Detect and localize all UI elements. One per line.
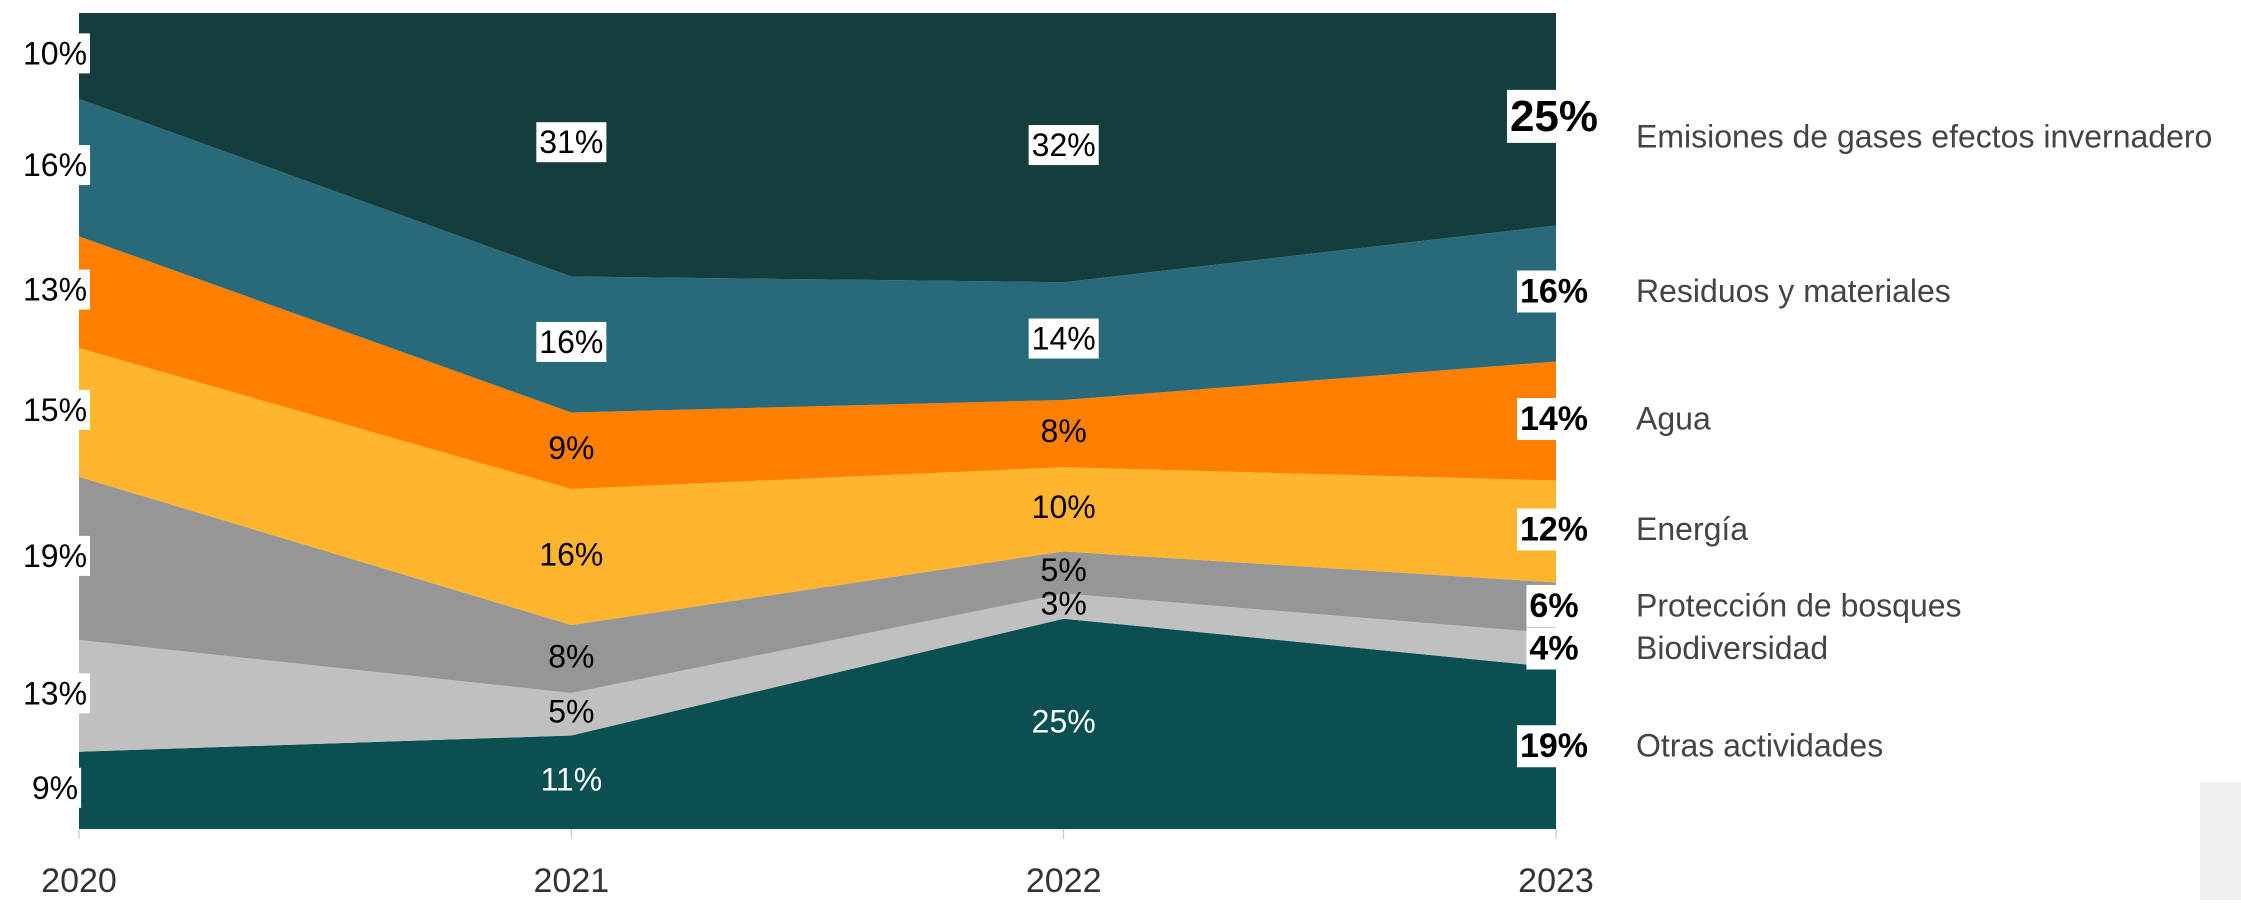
- label-box: [1028, 318, 1099, 359]
- label-box: [19, 145, 91, 186]
- x-tick-label: 2022: [1026, 862, 1102, 900]
- data-label: 8%: [1041, 413, 1087, 449]
- data-label: 32%: [1032, 127, 1096, 163]
- data-label: 8%: [548, 638, 594, 674]
- label-box: [19, 673, 91, 714]
- area: [79, 13, 1556, 283]
- area: [79, 98, 1556, 413]
- data-label: 4%: [1529, 629, 1578, 667]
- legend-label: Otras actividades: [1636, 728, 1883, 764]
- data-label: 16%: [539, 324, 603, 360]
- data-label: 16%: [23, 147, 87, 183]
- label-box: [1516, 270, 1592, 313]
- data-label: 13%: [23, 272, 87, 308]
- data-label: 16%: [539, 536, 603, 572]
- label-box: [1516, 725, 1592, 768]
- label-box: [1526, 584, 1582, 627]
- label-box: [536, 122, 607, 163]
- data-label: 31%: [539, 124, 603, 160]
- area: [79, 593, 1556, 752]
- label-box: [19, 33, 91, 74]
- x-tick-label: 2021: [534, 862, 610, 900]
- data-label: 11%: [540, 762, 602, 798]
- legend-label: Biodiversidad: [1636, 630, 1828, 666]
- legend-label: Residuos y materiales: [1636, 273, 1951, 309]
- label-box: [19, 269, 91, 310]
- data-label: 5%: [1041, 552, 1087, 588]
- x-tick-label: 2020: [41, 862, 117, 900]
- data-label: 10%: [1032, 489, 1096, 525]
- data-label: 10%: [23, 35, 87, 71]
- data-label: 9%: [548, 430, 594, 466]
- label-box: [1506, 89, 1602, 143]
- label-box: [19, 535, 91, 576]
- label-box: [28, 767, 82, 808]
- area: [79, 347, 1556, 625]
- data-label: 9%: [32, 770, 78, 806]
- legend-label: Agua: [1636, 400, 1711, 436]
- data-label: 3%: [1041, 586, 1087, 622]
- data-label: 19%: [23, 538, 87, 574]
- label-box: [1526, 627, 1582, 670]
- data-label: 14%: [1032, 321, 1096, 357]
- corner-panel: [2200, 782, 2241, 900]
- area: [79, 236, 1556, 489]
- label-box: [1516, 397, 1592, 440]
- label-box: [536, 321, 607, 362]
- data-label: 25%: [1032, 703, 1096, 739]
- data-label: 5%: [548, 694, 594, 730]
- data-label: 6%: [1529, 587, 1578, 625]
- data-label: 25%: [1510, 92, 1598, 141]
- data-label: 16%: [1520, 272, 1588, 310]
- label-box: [1516, 508, 1592, 551]
- x-tick-label: 2023: [1518, 862, 1594, 900]
- legend-label: Energía: [1636, 511, 1748, 547]
- legend-label: Emisiones de gases efectos invernadero: [1636, 119, 2212, 155]
- data-label: 14%: [1520, 400, 1588, 438]
- data-label: 15%: [23, 392, 87, 428]
- area: [79, 618, 1556, 829]
- label-box: [1028, 125, 1099, 166]
- data-label: 13%: [23, 675, 87, 711]
- label-box: [19, 389, 91, 430]
- data-label: 12%: [1520, 510, 1588, 548]
- legend-label: Protección de bosques: [1636, 587, 1962, 623]
- area: [79, 476, 1556, 693]
- data-label: 19%: [1520, 727, 1588, 765]
